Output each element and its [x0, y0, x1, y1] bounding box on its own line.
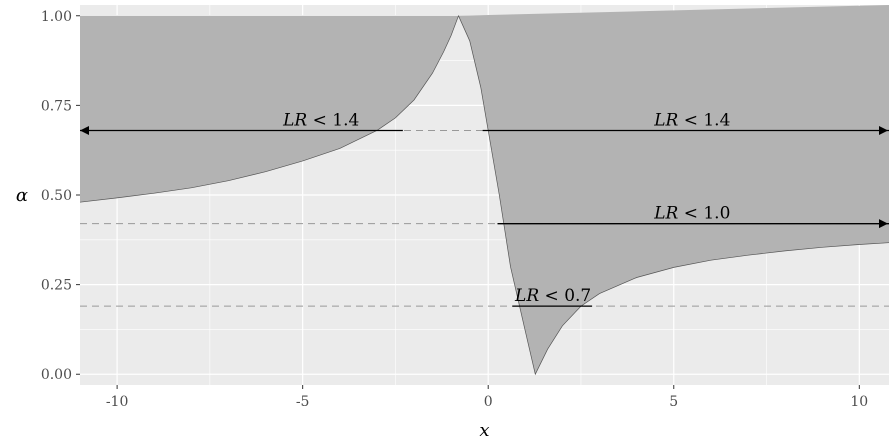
x-tick-label: -5	[296, 394, 310, 410]
shaded-region-boundary	[79, 14, 889, 376]
y-tick-label: 0.50	[41, 188, 72, 204]
shaded-region-lower	[458, 5, 889, 375]
annotation-label: LR < 1.4	[653, 110, 730, 130]
y-axis-title: α	[16, 185, 28, 206]
x-tick-label: 10	[850, 394, 868, 410]
x-axis-ticks: -10 -5 0 5 10	[106, 385, 868, 410]
y-tick-label: 0.25	[41, 278, 72, 294]
x-tick-label: 0	[484, 394, 493, 410]
annotation-labels: LR < 1.4 LR < 1.4 LR < 1.0 LR < 0.7	[282, 110, 730, 306]
arrowhead-right	[879, 219, 888, 229]
annotation-arrows	[80, 125, 889, 307]
annotation-label: LR < 1.0	[653, 204, 730, 224]
y-tick-label: 0.75	[41, 98, 72, 114]
y-tick-label: 1.00	[41, 9, 72, 25]
arrowhead-left	[80, 125, 89, 135]
x-tick-label: 5	[669, 394, 678, 410]
y-tick-label: 0.00	[41, 367, 72, 383]
arrowhead-right	[879, 125, 888, 135]
x-axis-title: x	[479, 420, 489, 441]
y-axis-ticks: 0.00 0.25 0.50 0.75 1.00	[41, 9, 80, 383]
annotation-label: LR < 0.7	[514, 286, 591, 306]
x-tick-label: -10	[106, 394, 129, 410]
annotation-label: LR < 1.4	[282, 110, 359, 130]
